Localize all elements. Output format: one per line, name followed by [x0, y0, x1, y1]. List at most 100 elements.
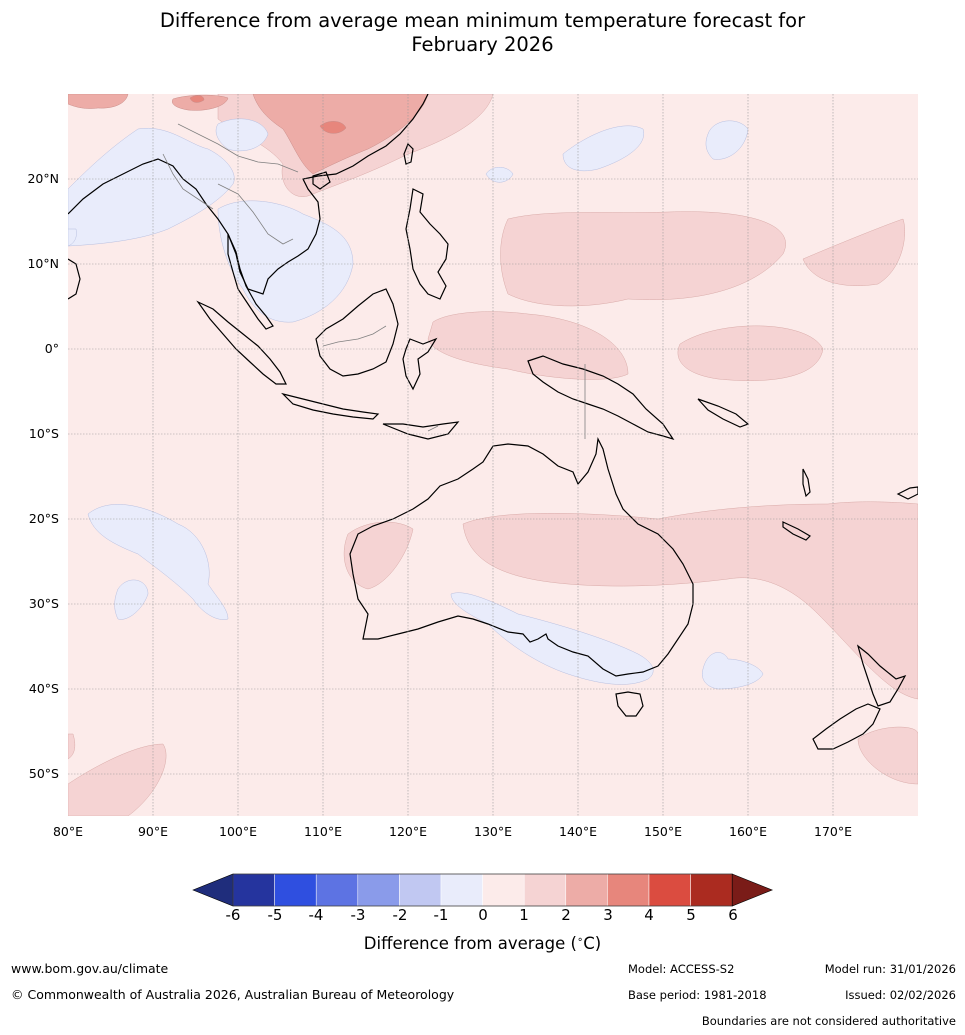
- coast-new-zealand-south: [812, 703, 881, 750]
- lon-label-130e: 130°E: [473, 824, 513, 839]
- colorbar-title-text: Difference from average (: [363, 934, 577, 953]
- cool-region-southern-australia: [450, 592, 654, 685]
- colorbar-legend: [192, 873, 774, 907]
- cool-region-indian-ocean: [87, 504, 229, 620]
- lat-label-20s: 20°S: [28, 511, 59, 526]
- colorbar-tick: 2: [561, 906, 571, 924]
- cool-region-pacific-north: [562, 125, 645, 172]
- lon-label-120e: 120°E: [388, 824, 428, 839]
- coast-sulawesi: [402, 337, 438, 391]
- lat-label-equator: 0°: [44, 341, 59, 356]
- title-line-2: February 2026: [411, 33, 554, 56]
- lat-label-10s: 10°S: [28, 426, 59, 441]
- coast-philippines: [405, 188, 449, 300]
- border-timor: [427, 425, 439, 432]
- colorbar-tick: -3: [350, 906, 366, 924]
- lat-label-10n: 10°N: [27, 256, 59, 271]
- coast-fiji: [896, 486, 918, 500]
- colorbar-segment: [274, 873, 317, 907]
- colorbar-segments: [192, 873, 774, 907]
- colorbar-tick: 0: [478, 906, 488, 924]
- colorbar-segment: [357, 873, 400, 907]
- lat-label-40s: 40°S: [28, 681, 59, 696]
- colorbar-segment: [565, 873, 608, 907]
- warm-region-tibet: [172, 94, 229, 111]
- cool-region-west-coast-small: [68, 228, 77, 247]
- degree-symbol: ∘: [576, 934, 584, 946]
- coast-sumatra: [196, 300, 287, 385]
- footer-issued: Issued: 02/02/2026: [845, 988, 956, 1002]
- forecast-map[interactable]: [68, 94, 918, 816]
- lon-label-90e: 90°E: [137, 824, 169, 839]
- footer-disclaimer: Boundaries are not considered authoritat…: [701, 1014, 956, 1028]
- lat-label-30s: 30°S: [28, 596, 59, 611]
- lon-label-160e: 160°E: [728, 824, 768, 839]
- coast-taiwan: [403, 142, 414, 165]
- colorbar-tick: 6: [728, 906, 738, 924]
- cool-region-pacific-ne: [705, 120, 749, 160]
- lon-label-170e: 170°E: [813, 824, 853, 839]
- lat-label-50s: 50°S: [28, 766, 59, 781]
- colorbar-segment: [523, 873, 567, 907]
- colorbar-tick: 5: [686, 906, 696, 924]
- colorbar-tick: -4: [308, 906, 324, 924]
- warm-region-north-pacific: [802, 218, 905, 286]
- colorbar-segment: [399, 873, 442, 907]
- colorbar-segment: [440, 873, 483, 907]
- anomaly-cool-regions: [68, 118, 764, 690]
- border-borneo: [322, 325, 387, 347]
- coast-new-zealand-north: [856, 644, 907, 707]
- cool-region-yunnan: [215, 118, 269, 152]
- coast-vanuatu: [802, 468, 811, 498]
- warm-region-southern-ocean: [68, 743, 167, 816]
- coast-borneo: [315, 288, 399, 377]
- lon-label-80e: 80°E: [52, 824, 84, 839]
- warm-region-himalaya: [68, 94, 129, 109]
- colorbar-tick: 3: [603, 906, 613, 924]
- footer-website-link[interactable]: www.bom.gov.au/climate: [11, 961, 169, 976]
- coast-solomon: [697, 398, 750, 428]
- warm-region-equatorial: [677, 325, 824, 381]
- colorbar-title-unit: C): [583, 934, 602, 953]
- coast-india-peninsula: [68, 258, 81, 300]
- lat-label-20n: 20°N: [27, 171, 59, 186]
- colorbar-segment: [607, 873, 650, 907]
- warm-region-south-china: [252, 94, 429, 175]
- cool-region-bay-of-bengal: [68, 127, 235, 247]
- coast-hainan: [312, 171, 331, 190]
- coast-australia: [349, 436, 694, 677]
- warm-region-tasman-south: [857, 726, 918, 785]
- cool-region-indochina: [217, 200, 354, 323]
- colorbar-tick: -6: [225, 906, 241, 924]
- border-indochina: [217, 183, 294, 245]
- warm-region-australia-pacific: [462, 501, 918, 700]
- colorbar-tick: -5: [267, 906, 283, 924]
- footer-copyright: © Commonwealth of Australia 2026, Austra…: [11, 987, 455, 1002]
- lon-label-150e: 150°E: [643, 824, 683, 839]
- map-canvas: [68, 94, 918, 816]
- lon-label-140e: 140°E: [558, 824, 598, 839]
- country-borders: [162, 123, 586, 439]
- hot-spot-tibet: [189, 95, 205, 103]
- colorbar-segment: [315, 873, 359, 907]
- coast-tasmania: [615, 691, 644, 717]
- map-title: Difference from average mean minimum tem…: [0, 9, 965, 57]
- footer-model: Model: ACCESS-S2: [628, 962, 735, 976]
- coast-new-caledonia: [782, 521, 811, 541]
- anomaly-2-4-regions: [68, 94, 429, 175]
- footer-model-run: Model run: 31/01/2026: [824, 962, 956, 976]
- lon-label-110e: 110°E: [303, 824, 343, 839]
- border-myanmar: [162, 153, 214, 210]
- footer-base-period: Base period: 1981-2018: [628, 988, 767, 1002]
- border-china-south: [177, 123, 299, 173]
- graticule: [68, 94, 918, 816]
- colorbar-title: Difference from average (∘C): [0, 934, 965, 953]
- colorbar-tick: 1: [519, 906, 529, 924]
- coast-lesser-sunda: [382, 421, 460, 440]
- coast-java: [281, 392, 380, 420]
- colorbar-tick: -1: [433, 906, 449, 924]
- colorbar-tick: 4: [644, 906, 654, 924]
- coast-malay-peninsula: [227, 233, 274, 330]
- colorbar-segment: [232, 873, 275, 907]
- colorbar-segment: [648, 873, 691, 907]
